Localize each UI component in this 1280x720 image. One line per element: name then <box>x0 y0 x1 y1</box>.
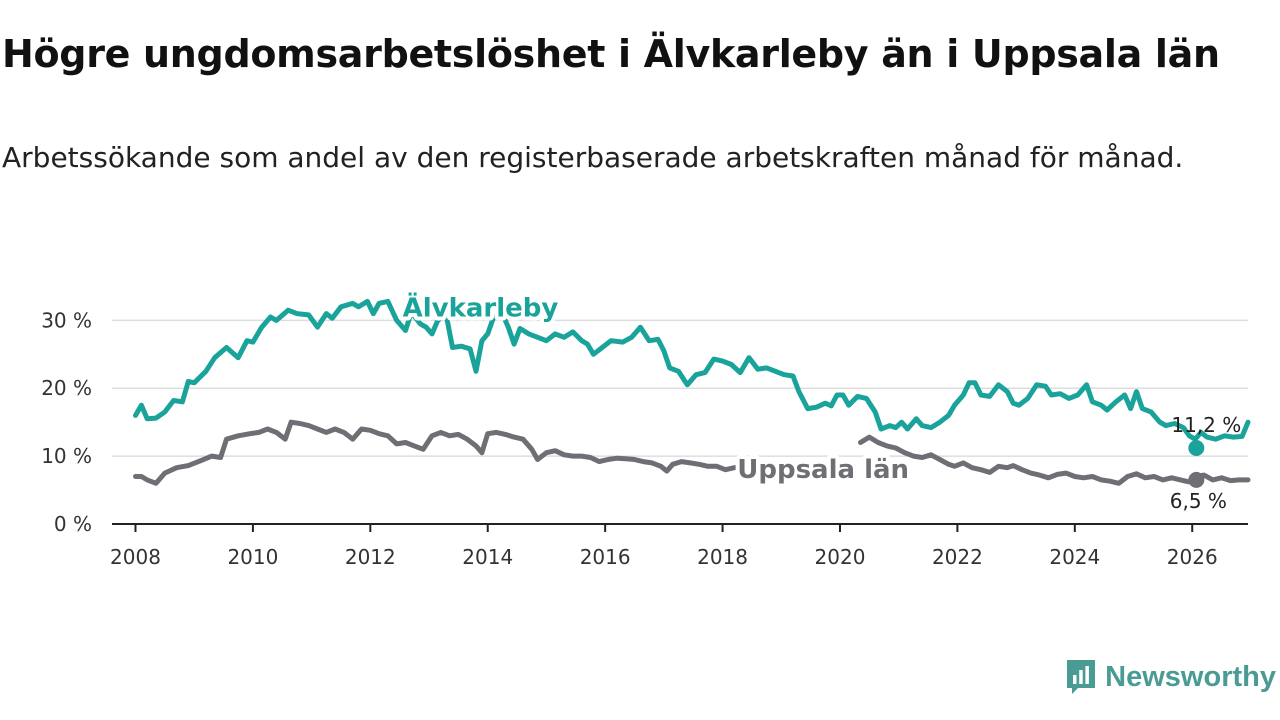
x-tick-label: 2024 <box>1049 545 1100 569</box>
uppsala-end-marker <box>1188 471 1205 488</box>
alvkarleby-end-label: 11,2 % <box>1171 413 1241 437</box>
y-tick-label: 10 % <box>41 444 92 468</box>
alvkarleby-series-label-halo: Älvkarleby <box>403 291 559 323</box>
alvkarleby-series-line <box>133 298 497 422</box>
newsworthy-logo-icon <box>1067 660 1096 694</box>
x-tick-label: 2018 <box>697 545 748 569</box>
x-tick-label: 2026 <box>1167 545 1218 569</box>
x-tick-label: 2016 <box>580 545 631 569</box>
uppsala-series-line <box>858 434 1251 486</box>
x-tick-label: 2010 <box>227 545 278 569</box>
brand-name: Newsworthy <box>1105 660 1276 693</box>
uppsala-end-label: 6,5 % <box>1170 489 1227 513</box>
y-tick-label: 0 % <box>54 512 92 536</box>
chart-subtitle: Arbetssökande som andel av den registerb… <box>2 141 1184 174</box>
x-tick-label: 2020 <box>815 545 866 569</box>
x-tick-label: 2008 <box>110 545 161 569</box>
uppsala-series-label: Uppsala län <box>737 455 909 485</box>
alvkarleby-end-marker <box>1188 439 1205 456</box>
y-tick-label: 20 % <box>41 376 92 400</box>
uppsala-series-line <box>133 419 796 486</box>
alvkarleby-series-line <box>502 317 1251 442</box>
x-tick-label: 2014 <box>462 545 513 569</box>
alvkarleby-series-label: Älvkarleby <box>403 291 559 323</box>
x-tick-label: 2022 <box>932 545 983 569</box>
chart-title: Högre ungdomsarbetslöshet i Älvkarleby ä… <box>2 32 1220 76</box>
uppsala-series-label-halo: Uppsala län <box>737 455 909 485</box>
y-tick-label: 30 % <box>41 308 92 332</box>
x-tick-label: 2012 <box>345 545 396 569</box>
newsworthy-logo: Newsworthy <box>1065 658 1276 696</box>
